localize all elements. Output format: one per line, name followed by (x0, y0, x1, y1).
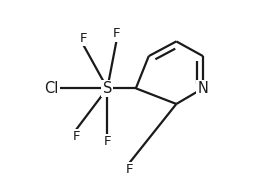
Text: F: F (80, 32, 87, 45)
Text: F: F (126, 163, 133, 176)
Text: Cl: Cl (44, 81, 59, 96)
Text: S: S (103, 81, 112, 96)
Text: F: F (72, 130, 80, 143)
Text: F: F (104, 135, 111, 148)
Text: F: F (113, 27, 120, 40)
Text: N: N (198, 81, 208, 96)
